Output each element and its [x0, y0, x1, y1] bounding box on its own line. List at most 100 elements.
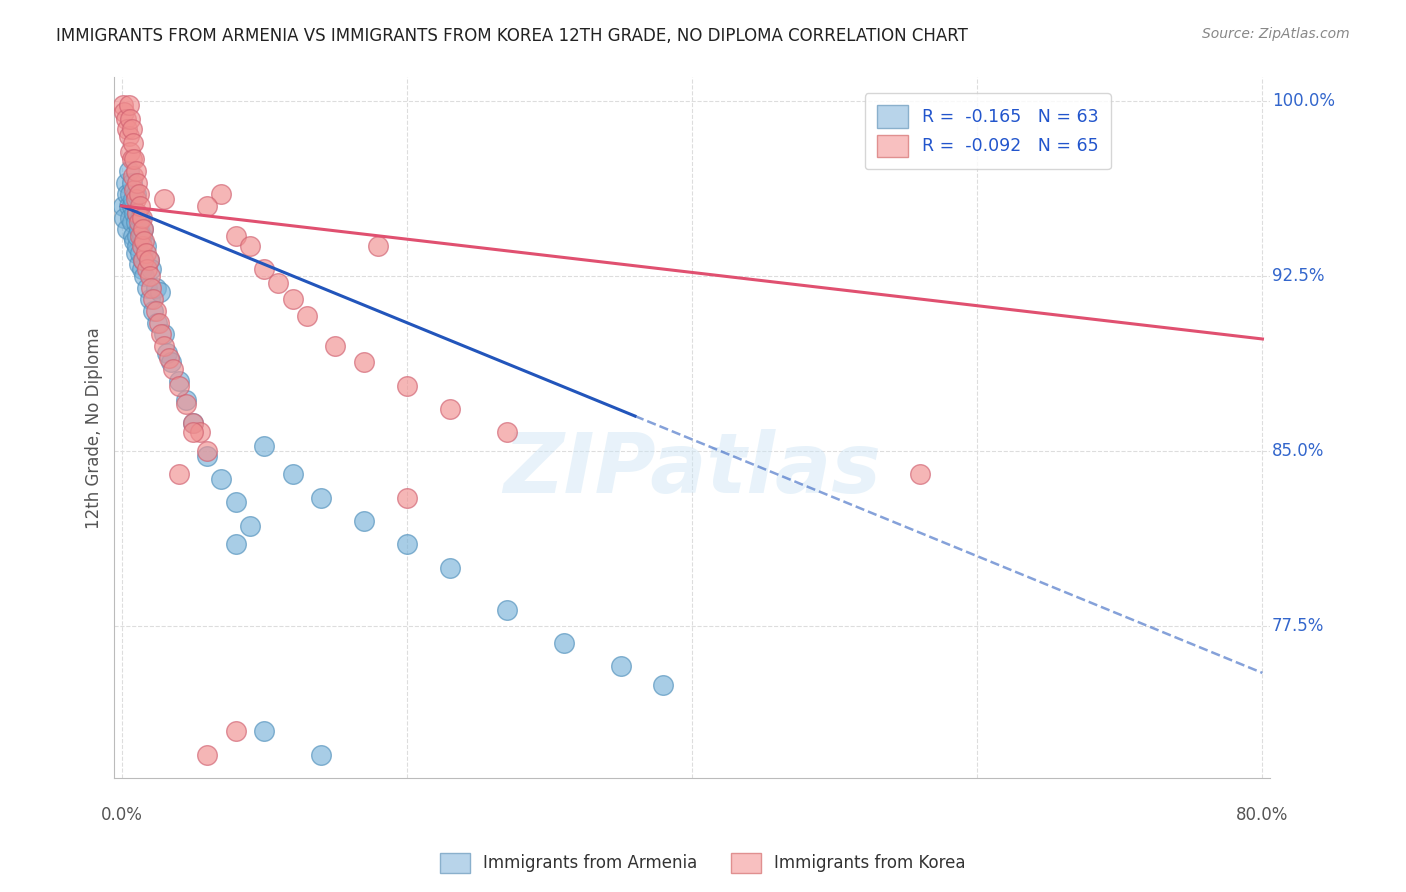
- Point: [153, 192, 176, 206]
- Point: [181, 416, 204, 430]
- Point: [128, 215, 150, 229]
- Point: [118, 199, 141, 213]
- Point: [120, 187, 142, 202]
- Point: [141, 280, 163, 294]
- Point: [134, 268, 156, 283]
- Point: [309, 747, 332, 762]
- Point: [128, 257, 150, 271]
- Point: [127, 206, 149, 220]
- Point: [225, 495, 247, 509]
- Point: [132, 222, 155, 236]
- Text: 80.0%: 80.0%: [1236, 806, 1289, 824]
- Point: [129, 229, 152, 244]
- Point: [167, 467, 190, 482]
- Point: [167, 374, 190, 388]
- Point: [239, 238, 262, 252]
- Legend: R =  -0.165   N = 63, R =  -0.092   N = 65: R = -0.165 N = 63, R = -0.092 N = 65: [865, 93, 1111, 169]
- Point: [120, 145, 142, 160]
- Point: [141, 261, 163, 276]
- Point: [132, 222, 155, 236]
- Point: [367, 238, 389, 252]
- Text: 100.0%: 100.0%: [1272, 92, 1334, 110]
- Point: [111, 199, 134, 213]
- Point: [253, 261, 276, 276]
- Point: [439, 561, 461, 575]
- Point: [118, 164, 141, 178]
- Point: [139, 293, 162, 307]
- Point: [131, 211, 153, 225]
- Point: [153, 339, 176, 353]
- Point: [121, 121, 143, 136]
- Text: 85.0%: 85.0%: [1272, 442, 1324, 460]
- Point: [553, 635, 575, 649]
- Point: [131, 261, 153, 276]
- Point: [112, 211, 135, 225]
- Point: [181, 416, 204, 430]
- Point: [148, 316, 170, 330]
- Point: [156, 346, 179, 360]
- Text: Source: ZipAtlas.com: Source: ZipAtlas.com: [1202, 27, 1350, 41]
- Point: [135, 245, 157, 260]
- Point: [167, 378, 190, 392]
- Point: [145, 280, 167, 294]
- Point: [122, 192, 145, 206]
- Point: [121, 199, 143, 213]
- Point: [209, 187, 232, 202]
- Point: [225, 537, 247, 551]
- Point: [131, 238, 153, 252]
- Point: [138, 252, 160, 267]
- Point: [124, 234, 146, 248]
- Point: [652, 677, 675, 691]
- Point: [136, 280, 159, 294]
- Point: [142, 293, 165, 307]
- Point: [309, 491, 332, 505]
- Point: [150, 327, 173, 342]
- Point: [181, 425, 204, 440]
- Point: [146, 316, 169, 330]
- Point: [136, 261, 159, 276]
- Point: [127, 176, 149, 190]
- Point: [353, 514, 375, 528]
- Point: [127, 238, 149, 252]
- Point: [295, 309, 318, 323]
- Point: [131, 229, 153, 244]
- Point: [117, 222, 139, 236]
- Point: [121, 152, 143, 166]
- Point: [188, 425, 211, 440]
- Point: [145, 304, 167, 318]
- Point: [132, 252, 155, 267]
- Text: 77.5%: 77.5%: [1272, 617, 1324, 635]
- Point: [120, 112, 142, 127]
- Point: [160, 355, 183, 369]
- Point: [225, 229, 247, 244]
- Point: [174, 397, 197, 411]
- Point: [395, 537, 418, 551]
- Point: [122, 169, 145, 183]
- Text: 92.5%: 92.5%: [1272, 267, 1324, 285]
- Point: [125, 215, 148, 229]
- Point: [142, 304, 165, 318]
- Point: [124, 206, 146, 220]
- Point: [120, 211, 142, 225]
- Text: IMMIGRANTS FROM ARMENIA VS IMMIGRANTS FROM KOREA 12TH GRADE, NO DIPLOMA CORRELAT: IMMIGRANTS FROM ARMENIA VS IMMIGRANTS FR…: [56, 27, 969, 45]
- Point: [174, 392, 197, 407]
- Point: [139, 268, 162, 283]
- Point: [395, 491, 418, 505]
- Point: [195, 199, 218, 213]
- Point: [138, 252, 160, 267]
- Point: [495, 603, 517, 617]
- Point: [128, 187, 150, 202]
- Point: [114, 112, 136, 127]
- Text: ZIPatlas: ZIPatlas: [503, 429, 882, 510]
- Point: [127, 229, 149, 244]
- Point: [225, 724, 247, 739]
- Point: [121, 176, 143, 190]
- Point: [121, 215, 143, 229]
- Point: [112, 105, 135, 120]
- Point: [253, 439, 276, 453]
- Point: [134, 234, 156, 248]
- Point: [125, 187, 148, 202]
- Point: [122, 229, 145, 244]
- Y-axis label: 12th Grade, No Diploma: 12th Grade, No Diploma: [86, 326, 103, 529]
- Point: [195, 449, 218, 463]
